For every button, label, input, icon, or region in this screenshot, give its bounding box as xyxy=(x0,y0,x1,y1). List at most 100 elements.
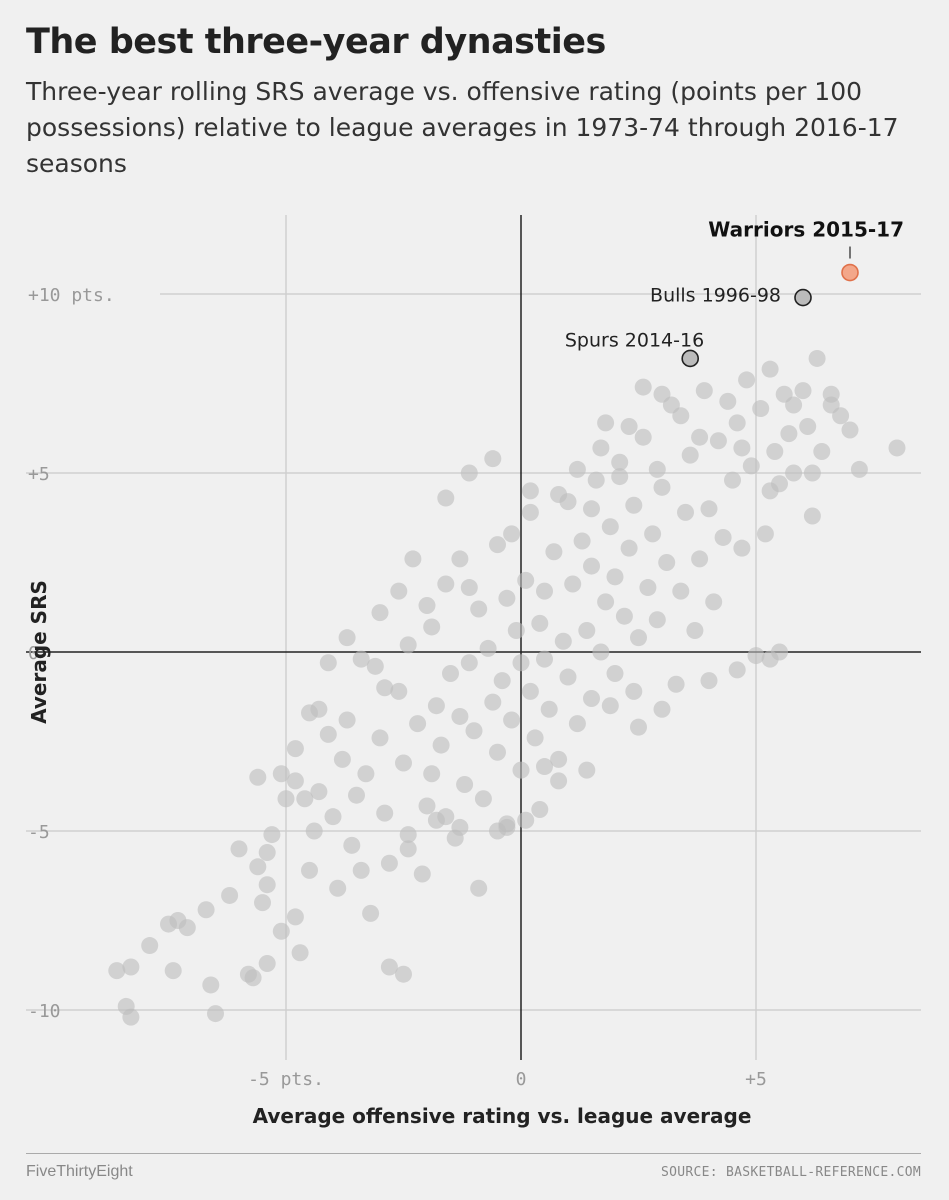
data-point xyxy=(442,664,459,682)
data-point xyxy=(550,485,568,503)
data-point xyxy=(705,593,723,611)
data-point xyxy=(272,922,290,940)
data-point xyxy=(366,657,384,675)
data-point xyxy=(343,836,361,854)
data-point xyxy=(512,654,530,672)
data-point xyxy=(709,432,727,450)
data-point xyxy=(272,765,290,783)
data-point xyxy=(399,636,417,654)
data-point xyxy=(423,618,441,636)
data-point xyxy=(470,879,488,897)
data-point xyxy=(808,349,826,367)
data-point xyxy=(409,715,427,733)
data-point xyxy=(319,725,337,743)
data-point xyxy=(728,414,746,432)
annotation-label-spurs: Spurs 2014-16 xyxy=(565,329,704,351)
data-point xyxy=(178,919,196,937)
source-credit: SOURCE: BASKETBALL-REFERENCE.COM xyxy=(660,1165,921,1180)
brand-logo-text: FiveThirtyEight xyxy=(26,1163,133,1180)
data-point xyxy=(742,457,760,475)
data-point xyxy=(197,901,215,919)
data-point xyxy=(700,672,718,690)
data-point xyxy=(531,614,549,632)
data-point xyxy=(244,969,262,987)
data-point xyxy=(587,471,605,489)
data-point xyxy=(813,443,831,461)
data-point xyxy=(338,629,356,647)
data-point xyxy=(794,382,812,400)
data-point xyxy=(583,557,600,575)
data-point xyxy=(437,575,455,593)
chart-subtitle: Three-year rolling SRS average vs. offen… xyxy=(26,77,899,178)
data-point xyxy=(611,468,629,486)
data-point xyxy=(404,550,422,568)
data-point xyxy=(592,439,610,457)
data-point xyxy=(352,861,370,879)
data-point xyxy=(728,661,746,679)
y-tick-label: +10 pts. xyxy=(28,285,115,306)
data-point xyxy=(578,761,596,779)
data-point xyxy=(286,772,304,790)
data-point xyxy=(620,417,638,435)
data-point xyxy=(352,650,370,668)
data-point xyxy=(357,765,375,783)
data-point xyxy=(164,962,182,980)
data-point xyxy=(756,525,774,543)
data-point xyxy=(474,790,492,808)
data-point xyxy=(376,679,394,697)
data-point xyxy=(550,750,568,768)
data-point xyxy=(644,525,662,543)
data-point xyxy=(653,385,671,403)
data-point xyxy=(465,722,483,740)
data-point xyxy=(695,382,713,400)
data-point xyxy=(258,954,276,972)
data-point xyxy=(583,500,600,518)
data-point xyxy=(672,582,690,600)
data-point xyxy=(395,965,412,983)
data-point xyxy=(399,840,417,858)
data-point xyxy=(564,575,582,593)
data-point xyxy=(691,550,709,568)
data-point xyxy=(601,697,619,715)
data-point xyxy=(489,536,506,554)
data-point xyxy=(559,668,577,686)
data-point xyxy=(521,482,539,500)
data-point xyxy=(427,811,445,829)
data-point xyxy=(380,854,398,872)
x-tick-label: 0 xyxy=(516,1069,527,1090)
data-point xyxy=(630,629,647,647)
x-tick-label: +5 xyxy=(745,1069,767,1090)
data-point xyxy=(681,446,699,464)
data-point xyxy=(207,1005,224,1023)
grid-lines xyxy=(26,215,921,1060)
data-point xyxy=(413,865,431,883)
data-point xyxy=(122,958,140,976)
data-point xyxy=(747,647,765,665)
data-point xyxy=(686,622,704,640)
data-point xyxy=(380,958,398,976)
highlighted-point xyxy=(681,349,700,368)
data-point xyxy=(301,861,318,879)
data-point xyxy=(536,650,553,668)
data-point xyxy=(850,460,868,478)
data-point xyxy=(254,894,271,912)
data-point xyxy=(484,693,502,711)
data-point xyxy=(202,976,220,994)
data-point xyxy=(601,518,619,536)
data-point xyxy=(521,682,539,700)
data-point xyxy=(634,378,652,396)
data-point xyxy=(160,915,177,933)
data-point xyxy=(324,808,342,826)
data-point xyxy=(395,754,412,772)
y-tick-label: -5 xyxy=(28,822,50,843)
data-point xyxy=(230,840,248,858)
data-point xyxy=(390,682,408,700)
data-point xyxy=(517,571,535,589)
data-point xyxy=(634,428,652,446)
y-tick-label: +5 xyxy=(28,464,50,485)
data-point xyxy=(277,790,295,808)
data-point xyxy=(470,600,488,618)
data-point xyxy=(418,596,436,614)
y-axis-title: Average SRS xyxy=(27,580,51,724)
